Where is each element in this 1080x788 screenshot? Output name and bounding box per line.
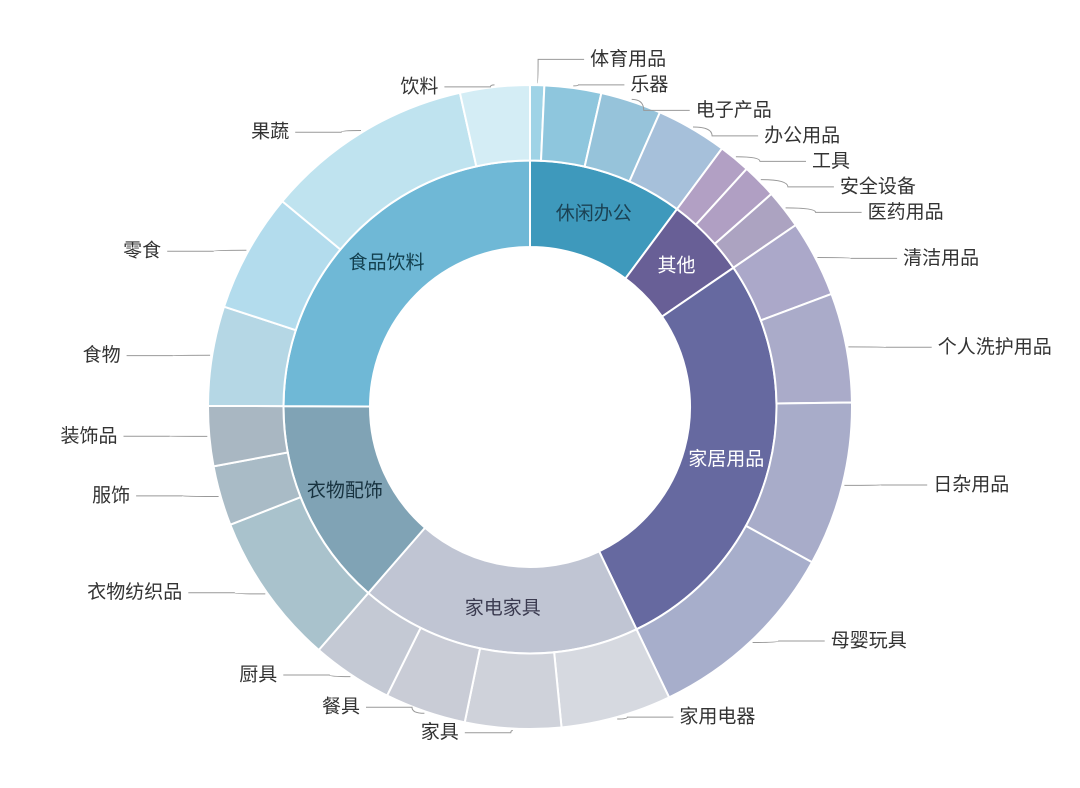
svg-text:家居用品: 家居用品 [688, 448, 764, 470]
svg-text:食品饮料: 食品饮料 [348, 252, 424, 274]
svg-text:清洁用品: 清洁用品 [903, 247, 979, 269]
svg-text:乐器: 乐器 [630, 73, 668, 95]
svg-text:果蔬: 果蔬 [251, 121, 289, 143]
svg-text:装饰品: 装饰品 [60, 425, 117, 447]
svg-text:医药用品: 医药用品 [868, 201, 944, 223]
svg-text:餐具: 餐具 [322, 696, 360, 718]
svg-text:电子产品: 电子产品 [696, 99, 772, 121]
svg-text:安全设备: 安全设备 [840, 175, 916, 197]
svg-text:个人洗护用品: 个人洗护用品 [938, 336, 1052, 358]
svg-text:家用电器: 家用电器 [679, 706, 755, 728]
svg-text:衣物纺织品: 衣物纺织品 [87, 581, 182, 603]
svg-text:工具: 工具 [812, 151, 850, 172]
svg-text:厨具: 厨具 [239, 665, 277, 686]
svg-text:办公用品: 办公用品 [764, 124, 840, 146]
svg-text:零食: 零食 [123, 240, 161, 262]
svg-text:饮料: 饮料 [400, 75, 438, 97]
svg-text:体育用品: 体育用品 [590, 48, 666, 70]
svg-text:服饰: 服饰 [92, 484, 130, 506]
svg-text:日杂用品: 日杂用品 [933, 474, 1009, 496]
svg-text:母婴玩具: 母婴玩具 [831, 630, 907, 652]
svg-text:家电家具: 家电家具 [465, 597, 541, 619]
svg-text:其他: 其他 [657, 255, 695, 277]
svg-text:家具: 家具 [421, 721, 459, 743]
svg-text:衣物配饰: 衣物配饰 [307, 480, 383, 502]
svg-text:休闲办公: 休闲办公 [556, 203, 632, 225]
svg-text:食物: 食物 [83, 344, 121, 366]
